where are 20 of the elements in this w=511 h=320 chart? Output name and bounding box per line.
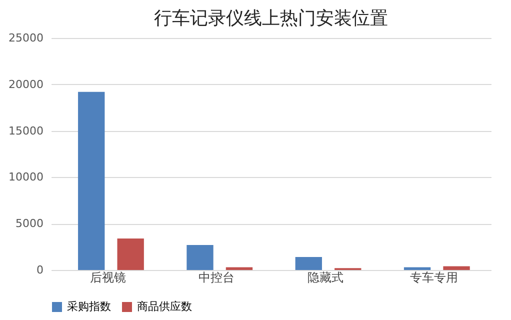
x-tick-label: 中控台 — [198, 270, 235, 284]
bar — [226, 267, 253, 270]
bar — [186, 244, 214, 270]
x-tick-label: 专车专用 — [410, 270, 458, 284]
bar — [117, 238, 144, 270]
bar — [78, 92, 105, 270]
bar — [443, 266, 470, 270]
x-tick-label: 后视镜 — [90, 270, 126, 284]
legend-label: 采购指数 — [67, 300, 111, 313]
y-tick-label: 20000 — [8, 78, 44, 91]
chart-title: 行车记录仪线上热门安装位置 — [154, 8, 388, 29]
legend-label: 商品供应数 — [137, 300, 192, 313]
y-tick-label: 10000 — [8, 170, 44, 184]
bar — [295, 257, 322, 270]
y-tick-label: 25000 — [8, 32, 44, 44]
bar — [404, 267, 431, 270]
x-tick-label: 隐藏式 — [307, 270, 344, 284]
y-tick-label: 15000 — [8, 124, 44, 138]
y-tick-label: 0 — [36, 264, 44, 276]
y-tick-label: 5000 — [16, 217, 44, 230]
